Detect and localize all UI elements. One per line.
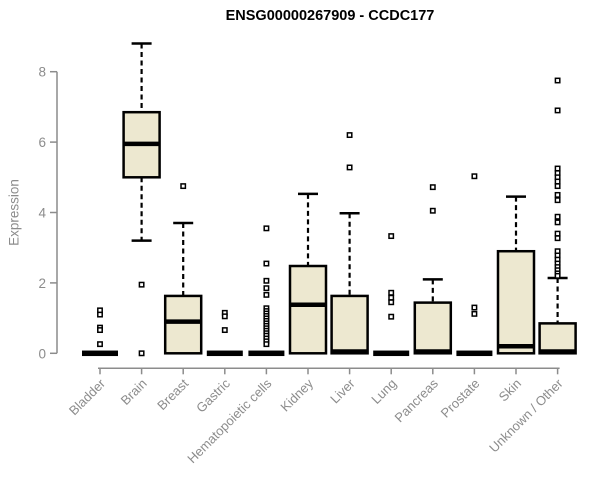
outlier-point [97,327,103,334]
outlier-point [429,184,436,191]
box-group-brain [122,42,161,357]
outlier-point [554,235,561,242]
outlier-point [97,341,103,348]
outlier-point [429,207,436,214]
outlier-point [221,313,228,320]
outlier-point [554,272,561,279]
outlier-point [554,213,561,220]
outlier-point [263,285,270,292]
iqr-box [288,264,328,355]
iqr-box [538,322,577,355]
x-tick-label: Unknown / Other [486,375,566,455]
collapsed-box-bar [82,350,118,357]
box-group-bladder [82,307,118,357]
box-group-skin [496,195,536,355]
iqr-box [496,249,536,355]
x-tick-label: Gastric [193,375,233,415]
box-group-hematopoietic-cells [248,225,285,357]
box-group-kidney [288,192,328,355]
outlier-point [346,132,353,139]
collapsed-box-bar [248,350,285,357]
outlier-point [388,313,395,320]
x-tick-label: Liver [327,375,358,406]
outlier-point [554,165,561,172]
outlier-point [554,230,561,237]
outlier-point [263,225,270,232]
outlier-point [346,164,353,171]
outlier-point [180,183,187,190]
box-group-lung [373,233,410,357]
y-tick-label: 6 [38,135,46,150]
outlier-point [138,350,145,357]
outlier-point [263,277,270,284]
outlier-point [471,173,478,180]
box-group-breast [163,183,203,355]
collapsed-box-bar [206,350,243,357]
x-tick-label: Pancreas [391,375,441,425]
outlier-point [554,191,561,198]
box-group-unknown-other [538,77,577,355]
x-tick-label: Bladder [66,375,109,418]
x-tick-label: Kidney [277,375,316,414]
collapsed-box-bar [456,350,493,357]
y-tick-label: 8 [38,65,46,80]
outlier-point [388,289,395,296]
outlier-point [263,341,270,348]
x-tick-label: Breast [154,376,191,413]
outlier-point [388,233,395,240]
y-tick-label: 0 [38,346,46,361]
y-tick-label: 2 [38,276,46,291]
outlier-point [554,178,561,185]
outlier-point [388,294,395,301]
outlier-point [388,299,395,306]
iqr-box [163,294,203,355]
outlier-point [554,219,561,226]
outlier-point [554,77,561,84]
x-tick-label: Prostate [438,376,483,421]
box-group-prostate [456,173,493,357]
box-group-gastric [206,309,243,357]
box-group-pancreas [413,184,453,355]
y-tick-label: 4 [38,206,46,221]
outlier-point [97,311,103,318]
box-group-liver [330,132,369,355]
collapsed-box-bar [373,350,410,357]
iqr-box [413,301,453,355]
iqr-box [330,294,369,355]
outlier-point [263,260,270,267]
outlier-point [554,197,561,204]
outlier-point [471,310,478,317]
outlier-point [554,183,561,190]
outlier-point [221,327,228,334]
outlier-point [138,281,145,288]
outlier-point [263,291,270,298]
chart-title: ENSG00000267909 - CCDC177 [225,8,435,24]
x-tick-label: Brain [118,376,150,408]
outlier-point [554,107,561,114]
x-tick-label: Skin [496,376,524,404]
x-tick-label: Lung [368,376,399,407]
outlier-point [471,304,478,311]
